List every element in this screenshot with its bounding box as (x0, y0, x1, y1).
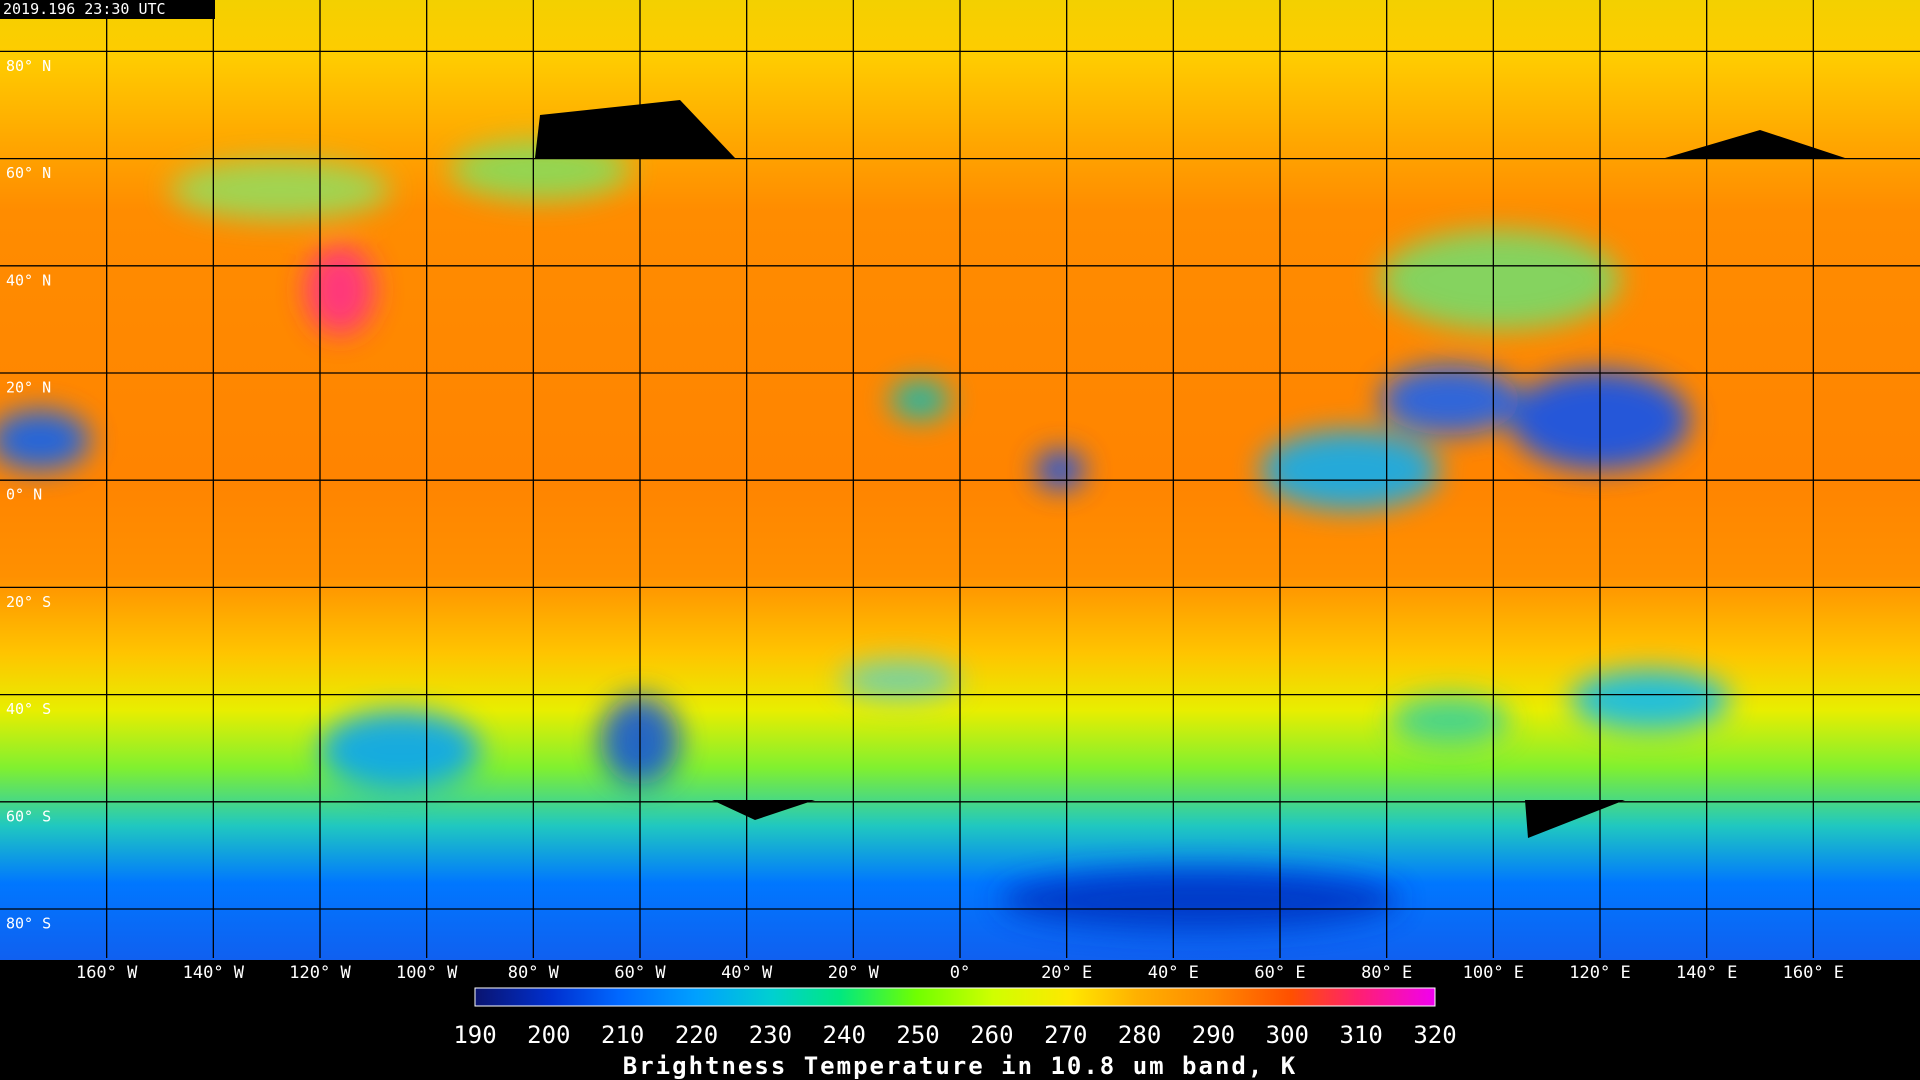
longitude-label: 120° W (289, 963, 351, 983)
timestamp-box (0, 0, 215, 19)
colorbar-tick-label: 290 (1192, 1021, 1235, 1049)
latitude-label: 40° S (6, 700, 51, 718)
longitude-label: 140° W (183, 963, 245, 983)
colorbar-label: Brightness Temperature in 10.8 um band, … (623, 1052, 1297, 1080)
latitude-label: 20° S (6, 593, 51, 611)
colorbar-tick-label: 260 (970, 1021, 1013, 1049)
colorbar-tick-label: 190 (453, 1021, 496, 1049)
colorbar-tick-label: 270 (1044, 1021, 1087, 1049)
longitude-label: 60° W (614, 963, 666, 983)
axis-labels: 160° W 140° W 120° W 100° W 80° W 60° W 40° W 2… (6, 57, 1844, 983)
longitude-label: 100° W (396, 963, 458, 983)
graticule (0, 0, 1920, 958)
colorbar-tick-label: 230 (749, 1021, 792, 1049)
longitude-label: 60° E (1254, 963, 1305, 983)
latitude-label: 0° N (6, 486, 42, 504)
longitude-label: 20° E (1041, 963, 1092, 983)
colorbar (474, 987, 1436, 1007)
longitude-label: 120° E (1569, 963, 1630, 983)
colorbar-tick-label: 240 (823, 1021, 866, 1049)
timestamp: 2019.196 23:30 UTC (3, 0, 166, 18)
colorbar-tick-label: 250 (896, 1021, 939, 1049)
longitude-label: 0° (950, 963, 970, 983)
colorbar-tick-label: 210 (601, 1021, 644, 1049)
longitude-label: 40° W (721, 963, 773, 983)
longitude-label: 100° E (1463, 963, 1524, 983)
colorbar-ticks: 190 200 210 220 230 240 250 260 270 280 290 300 310 3… (453, 1021, 1456, 1049)
longitude-label: 160° W (76, 963, 138, 983)
longitude-label: 80° W (508, 963, 560, 983)
latitude-label: 20° N (6, 379, 51, 397)
longitude-label: 80° E (1361, 963, 1412, 983)
latitude-label: 80° N (6, 57, 51, 75)
latitude-label: 60° S (6, 807, 51, 825)
latitude-label: 40° N (6, 271, 51, 289)
longitude-label: 160° E (1783, 963, 1844, 983)
colorbar-tick-label: 300 (1266, 1021, 1309, 1049)
colorbar-tick-label: 280 (1118, 1021, 1161, 1049)
latitude-label: 60° N (6, 164, 51, 182)
colorbar-tick-label: 200 (527, 1021, 570, 1049)
longitude-label: 20° W (828, 963, 880, 983)
longitude-label: 140° E (1676, 963, 1737, 983)
colorbar-tick-label: 220 (675, 1021, 718, 1049)
latitude-label: 80° S (6, 915, 51, 933)
longitude-label: 40° E (1148, 963, 1199, 983)
colorbar-tick-label: 310 (1339, 1021, 1382, 1049)
colorbar-tick-label: 320 (1413, 1021, 1456, 1049)
